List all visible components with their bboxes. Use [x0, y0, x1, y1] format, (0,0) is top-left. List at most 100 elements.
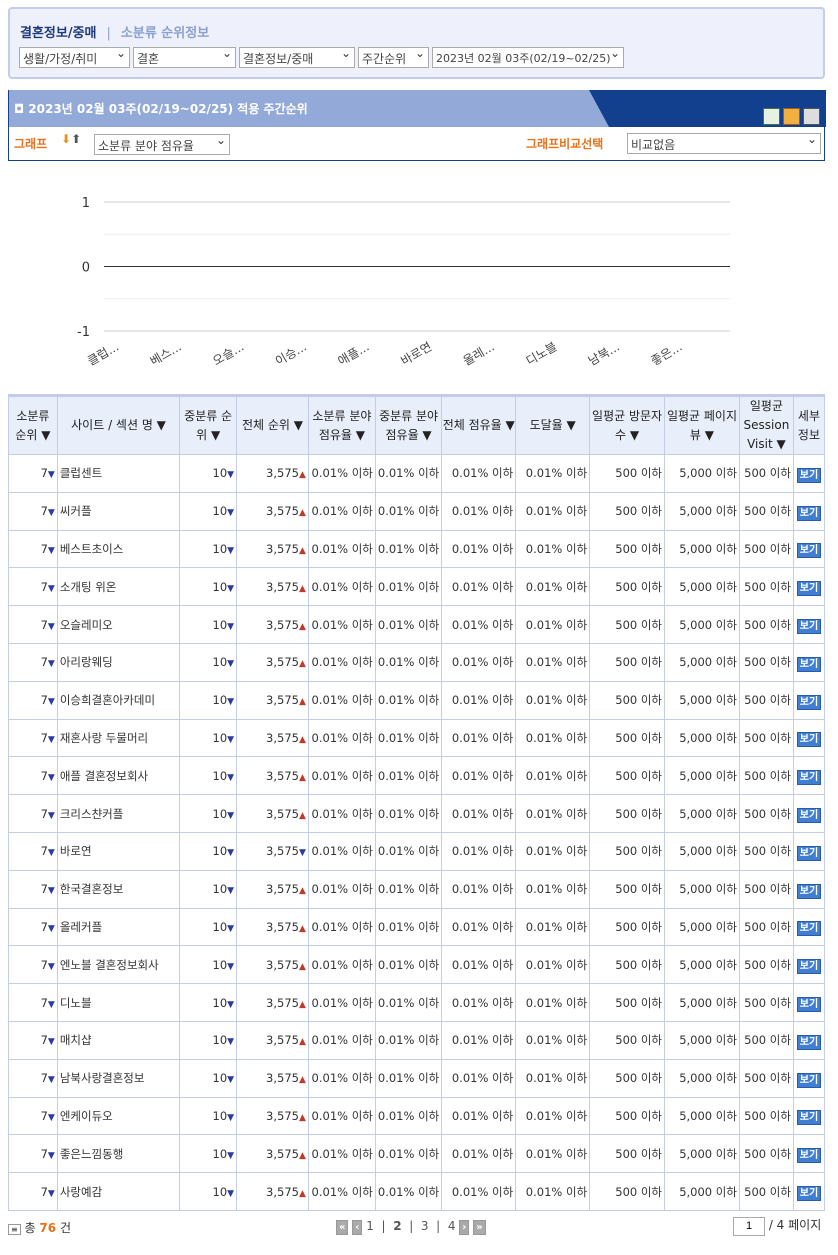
- column-header[interactable]: 중분류 분야 점유율 ▼: [374, 395, 443, 455]
- site-name[interactable]: 이승희결혼아카데미: [56, 680, 181, 720]
- site-name[interactable]: 오슬레미오: [56, 605, 181, 644]
- total-share: 0.01% 이하: [441, 605, 517, 644]
- detail-button[interactable]: 보기: [796, 883, 822, 899]
- detail-button[interactable]: 보기: [796, 1072, 822, 1088]
- site-name[interactable]: 크리스챤커플: [56, 794, 181, 833]
- detail-cell: 보기: [792, 945, 826, 985]
- daily-visitors: 500 이하: [589, 831, 666, 871]
- page-link[interactable]: 4: [447, 1219, 456, 1233]
- reach-rate: 0.01% 이하: [515, 529, 591, 569]
- column-header[interactable]: 중분류 순위 ▼: [179, 395, 238, 455]
- daily-visitors: 500 이하: [589, 718, 666, 758]
- detail-button[interactable]: 보기: [796, 1034, 822, 1050]
- detail-button[interactable]: 보기: [796, 581, 822, 597]
- ranking-panel: ◘ 2023년 02월 03주(02/19~02/25) 적용 주간순위 그래프…: [8, 90, 826, 161]
- site-name[interactable]: 한국결혼정보: [56, 869, 181, 909]
- sort-arrows-icon[interactable]: ⬇⬆: [61, 132, 82, 146]
- detail-button[interactable]: 보기: [796, 997, 822, 1013]
- column-header[interactable]: 사이트 / 섹션 명 ▼: [56, 395, 181, 455]
- page-link-current[interactable]: 2: [393, 1219, 402, 1233]
- detail-button[interactable]: 보기: [796, 619, 822, 635]
- total-share: 0.01% 이하: [441, 1096, 517, 1136]
- column-header[interactable]: 소분류 순위 ▼: [8, 395, 58, 455]
- total-share: 0.01% 이하: [441, 491, 517, 531]
- daily-sessions: 500 이하: [738, 1020, 794, 1060]
- site-name[interactable]: 엔노블 결혼정보회사: [56, 945, 181, 985]
- column-header[interactable]: 전체 순위 ▼: [236, 395, 309, 455]
- site-name[interactable]: 소개팅 위온: [56, 567, 181, 607]
- site-name[interactable]: 씨커플: [56, 491, 181, 531]
- graph-metric-select[interactable]: 소분류 분야 점유율: [94, 134, 230, 155]
- daily-sessions: 500 이하: [738, 605, 794, 644]
- category-select[interactable]: 생활/가정/취미: [19, 47, 130, 68]
- detail-button[interactable]: 보기: [796, 808, 822, 824]
- mid-share: 0.01% 이하: [374, 1134, 443, 1174]
- detail-cell: 보기: [792, 869, 826, 909]
- site-name[interactable]: 엔케이듀오: [56, 1096, 181, 1136]
- mid-share: 0.01% 이하: [374, 1058, 443, 1098]
- site-name[interactable]: 클럽센트: [56, 454, 181, 493]
- site-name[interactable]: 올레커플: [56, 907, 181, 947]
- section-select[interactable]: 결혼정보/중매: [239, 47, 355, 68]
- excel-icon[interactable]: [763, 108, 780, 125]
- page-link[interactable]: 1: [366, 1219, 374, 1233]
- site-name[interactable]: 사랑예감: [56, 1172, 181, 1211]
- column-header[interactable]: 일평균 페이지 뷰 ▼: [664, 395, 740, 455]
- table-row: 7▼ 애플 결혼정보회사 10▼ 3,575▲ 0.01% 이하 0.01% 이하 0.01…: [8, 756, 826, 796]
- detail-button[interactable]: 보기: [796, 959, 822, 975]
- column-header[interactable]: 전체 점유율 ▼: [441, 395, 517, 455]
- detail-cell: 보기: [792, 718, 826, 758]
- daily-visitors: 500 이하: [589, 605, 666, 644]
- site-name[interactable]: 아리랑웨딩: [56, 642, 181, 682]
- daily-sessions: 500 이하: [738, 831, 794, 871]
- site-name[interactable]: 재혼사랑 두물머리: [56, 718, 181, 758]
- detail-button[interactable]: 보기: [796, 467, 822, 483]
- site-name[interactable]: 디노블: [56, 983, 181, 1022]
- page-link[interactable]: 3: [420, 1219, 429, 1233]
- site-name[interactable]: 베스트초이스: [56, 529, 181, 569]
- breadcrumb-category: 결혼정보/중매: [20, 26, 97, 41]
- detail-cell: 보기: [792, 1134, 826, 1174]
- site-name[interactable]: 애플 결혼정보회사: [56, 756, 181, 796]
- daily-sessions: 500 이하: [738, 1058, 794, 1098]
- site-name[interactable]: 남북사랑결혼정보: [56, 1058, 181, 1098]
- site-name[interactable]: 매치샵: [56, 1020, 181, 1060]
- column-header[interactable]: 소분류 분야 점유율 ▼: [307, 395, 376, 455]
- page-input[interactable]: [733, 1216, 765, 1236]
- week-select[interactable]: 2023년 02월 03주(02/19~02/25): [432, 47, 624, 68]
- mid-share: 0.01% 이하: [374, 794, 443, 833]
- subcategory-select[interactable]: 결혼: [133, 47, 236, 68]
- daily-pageviews: 5,000 이하: [664, 642, 740, 682]
- detail-button[interactable]: 보기: [796, 505, 822, 521]
- table-row: 7▼ 소개팅 위온 10▼ 3,575▲ 0.01% 이하 0.01% 이하 0.01% 이…: [8, 567, 826, 607]
- mail-icon[interactable]: [783, 108, 800, 125]
- next-page-icon[interactable]: ›: [459, 1220, 470, 1235]
- column-header[interactable]: 일평균 방문자 수 ▼: [589, 395, 666, 455]
- detail-button[interactable]: 보기: [796, 656, 822, 672]
- detail-button[interactable]: 보기: [796, 1186, 822, 1202]
- prev-page-icon[interactable]: ‹: [352, 1220, 363, 1235]
- total-count: ≡ 총 76 건: [8, 1219, 71, 1236]
- detail-button[interactable]: 보기: [796, 921, 822, 937]
- detail-cell: 보기: [792, 1096, 826, 1136]
- column-header[interactable]: 도달율 ▼: [515, 395, 591, 455]
- detail-button[interactable]: 보기: [796, 694, 822, 710]
- last-page-icon[interactable]: »: [473, 1220, 486, 1235]
- detail-cell: 보기: [792, 529, 826, 569]
- total-share: 0.01% 이하: [441, 1134, 517, 1174]
- detail-button[interactable]: 보기: [796, 770, 822, 786]
- daily-pageviews: 5,000 이하: [664, 529, 740, 569]
- detail-button[interactable]: 보기: [796, 1148, 822, 1164]
- period-type-select[interactable]: 주간순위: [358, 47, 429, 68]
- detail-button[interactable]: 보기: [796, 543, 822, 559]
- first-page-icon[interactable]: «: [336, 1220, 349, 1235]
- daily-pageviews: 5,000 이하: [664, 680, 740, 720]
- detail-button[interactable]: 보기: [796, 845, 822, 861]
- column-header[interactable]: 일평균 Session Visit ▼: [738, 395, 794, 455]
- print-icon[interactable]: [803, 108, 820, 125]
- compare-select[interactable]: 비교없음: [627, 133, 821, 154]
- site-name[interactable]: 바로연: [56, 831, 181, 871]
- site-name[interactable]: 좋은느낌동행: [56, 1134, 181, 1174]
- detail-button[interactable]: 보기: [796, 1110, 822, 1126]
- detail-button[interactable]: 보기: [796, 732, 822, 748]
